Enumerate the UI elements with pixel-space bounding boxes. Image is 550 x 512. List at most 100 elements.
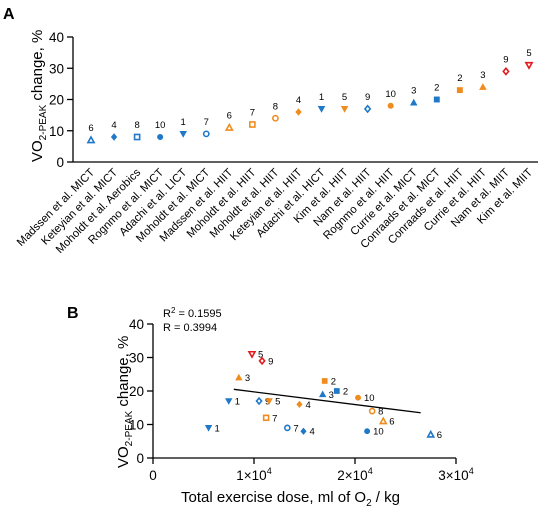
panel-b-letter: B xyxy=(67,305,79,322)
panel-b-n-label: 1 xyxy=(235,397,240,408)
panel-b-axes: 0 10 20 30 40 0 1×104 2×104 3×104 xyxy=(129,317,474,483)
panel-b-point xyxy=(296,400,303,409)
panel-b-point xyxy=(300,427,307,435)
panel-a-point xyxy=(249,121,256,128)
panel-b-point xyxy=(262,414,270,422)
panel-b-point xyxy=(283,424,291,432)
panel-b-point xyxy=(378,416,388,425)
panel-b-point xyxy=(321,378,328,384)
panel-a-point xyxy=(502,67,510,76)
panel-a-n-label: 8 xyxy=(134,120,139,131)
panel-b-fit-line xyxy=(233,388,421,414)
panel-a-n-label: 3 xyxy=(411,86,416,97)
panel-a-n-label: 9 xyxy=(365,92,370,103)
panel-b-y-axis-title: VO2-PEAK change, % xyxy=(115,336,135,468)
panel-a-y-tick-label: 30 xyxy=(49,61,64,76)
panel-b-x-tick-label: 0 xyxy=(149,468,157,483)
panel-b-n-label: 1 xyxy=(215,423,220,434)
panel-b-point xyxy=(355,394,361,401)
panel-b-point xyxy=(225,398,233,405)
panel-b: B 0 10 20 30 40 0 1×104 2×104 3×104 VO2-PEAK cha… xyxy=(67,305,474,509)
panel-a-y-tick-label: 10 xyxy=(49,124,64,139)
panel-b-point xyxy=(319,390,327,398)
panel-b-n-label: 7 xyxy=(272,413,277,424)
panel-a-n-label: 2 xyxy=(434,83,439,94)
panel-b-n-label: 5 xyxy=(258,350,263,361)
panel-b-fit xyxy=(233,388,421,414)
panel-a-n-label: 6 xyxy=(227,111,232,122)
panel-a-n-label: 7 xyxy=(204,117,209,128)
panel-b-n-label: 5 xyxy=(275,397,280,408)
panel-b-point xyxy=(255,396,263,406)
panel-a-n-label: 8 xyxy=(273,101,278,112)
panel-b-point xyxy=(426,429,436,438)
panel-b-y-tick-label: 40 xyxy=(129,317,144,332)
panel-a-letter: A xyxy=(3,6,15,23)
panel-b-point xyxy=(265,398,273,405)
panel-b-x-tick-label: 2×104 xyxy=(337,466,372,483)
panel-a-n-label: 1 xyxy=(319,92,324,103)
panel-a-y-tick-label: 0 xyxy=(56,155,64,170)
panel-b-point xyxy=(204,425,213,432)
panel-b-y-tick-label: 0 xyxy=(136,451,144,466)
panel-b-y-tick-label: 10 xyxy=(129,418,144,433)
panel-a-y-tick-label: 20 xyxy=(49,93,64,108)
panel-a-y-axis: 0 10 20 30 40 xyxy=(49,30,74,170)
panel-b-n-label: 4 xyxy=(309,427,314,438)
panel-b-point xyxy=(247,350,257,359)
panel-a-point xyxy=(133,133,141,141)
panel-a-points: 6 4 8 10 1 7 6 7 8 4 1 5 9 10 3 2 2 3 9 5 xyxy=(86,48,534,144)
panel-a-n-label: 4 xyxy=(111,120,116,131)
panel-b-n-label: 8 xyxy=(378,407,383,418)
panel-a-n-label: 6 xyxy=(88,123,93,134)
panel-a-y-axis-title: VO2-PEAK change, % xyxy=(29,30,49,162)
panel-b-x-tick-label: 3×104 xyxy=(438,466,473,483)
panel-b-point xyxy=(258,356,266,366)
panel-a-n-label: 10 xyxy=(155,120,166,131)
panel-b-n-label: 10 xyxy=(364,393,375,404)
panel-b-n-label: 3 xyxy=(245,373,250,384)
panel-a-point xyxy=(479,83,487,90)
panel-a-point xyxy=(317,105,326,113)
panel-a-n-label: 2 xyxy=(457,73,462,84)
panel-a-n-label: 5 xyxy=(526,48,531,59)
panel-b-n-label: 9 xyxy=(268,356,273,367)
panel-b-n-label: 4 xyxy=(305,400,310,411)
panel-a-point xyxy=(86,135,96,144)
panel-b-x-axis-title: Total exercise dose, ml of O2 / kg xyxy=(181,489,400,509)
panel-b-y-tick-label: 30 xyxy=(129,351,144,366)
panel-a-point xyxy=(295,108,302,116)
panel-a-point xyxy=(409,98,418,106)
panel-a-n-label: 9 xyxy=(503,54,508,65)
panel-b-x-tick-label: 1×104 xyxy=(236,466,271,483)
panel-b-point xyxy=(364,428,371,435)
panel-b-n-label: 3 xyxy=(329,390,334,401)
panel-b-point xyxy=(368,407,376,415)
panel-b-n-label: 7 xyxy=(293,423,298,434)
panel-a-n-label: 10 xyxy=(385,89,396,100)
panel-b-point xyxy=(333,388,340,394)
panel-a-point xyxy=(271,114,279,122)
panel-a-point xyxy=(110,133,118,141)
panel-a-y-tick-label: 40 xyxy=(49,30,64,45)
panel-a-point xyxy=(157,133,164,141)
panel-b-point xyxy=(235,373,243,381)
panel-a-n-label: 4 xyxy=(296,95,301,106)
panel-b-n-label: 6 xyxy=(389,417,394,428)
panel-a-point xyxy=(433,96,440,103)
panel-a-n-label: 5 xyxy=(342,92,347,103)
panel-a-n-label: 7 xyxy=(250,108,255,119)
r-stat: R = 0.3994 xyxy=(163,322,217,334)
panel-a-point xyxy=(224,122,234,131)
panel-a-n-label: 3 xyxy=(480,70,485,81)
r-squared-stat: R2 = 0.1595 xyxy=(163,306,222,320)
panel-b-points: 593223101954876174106 xyxy=(204,350,442,441)
panel-a-point xyxy=(524,61,534,70)
panel-a-point xyxy=(340,105,349,113)
panel-a-point xyxy=(179,130,187,138)
panel-a-point xyxy=(387,102,394,109)
panel-b-n-label: 2 xyxy=(331,376,336,387)
panel-a-n-label: 1 xyxy=(181,117,186,128)
